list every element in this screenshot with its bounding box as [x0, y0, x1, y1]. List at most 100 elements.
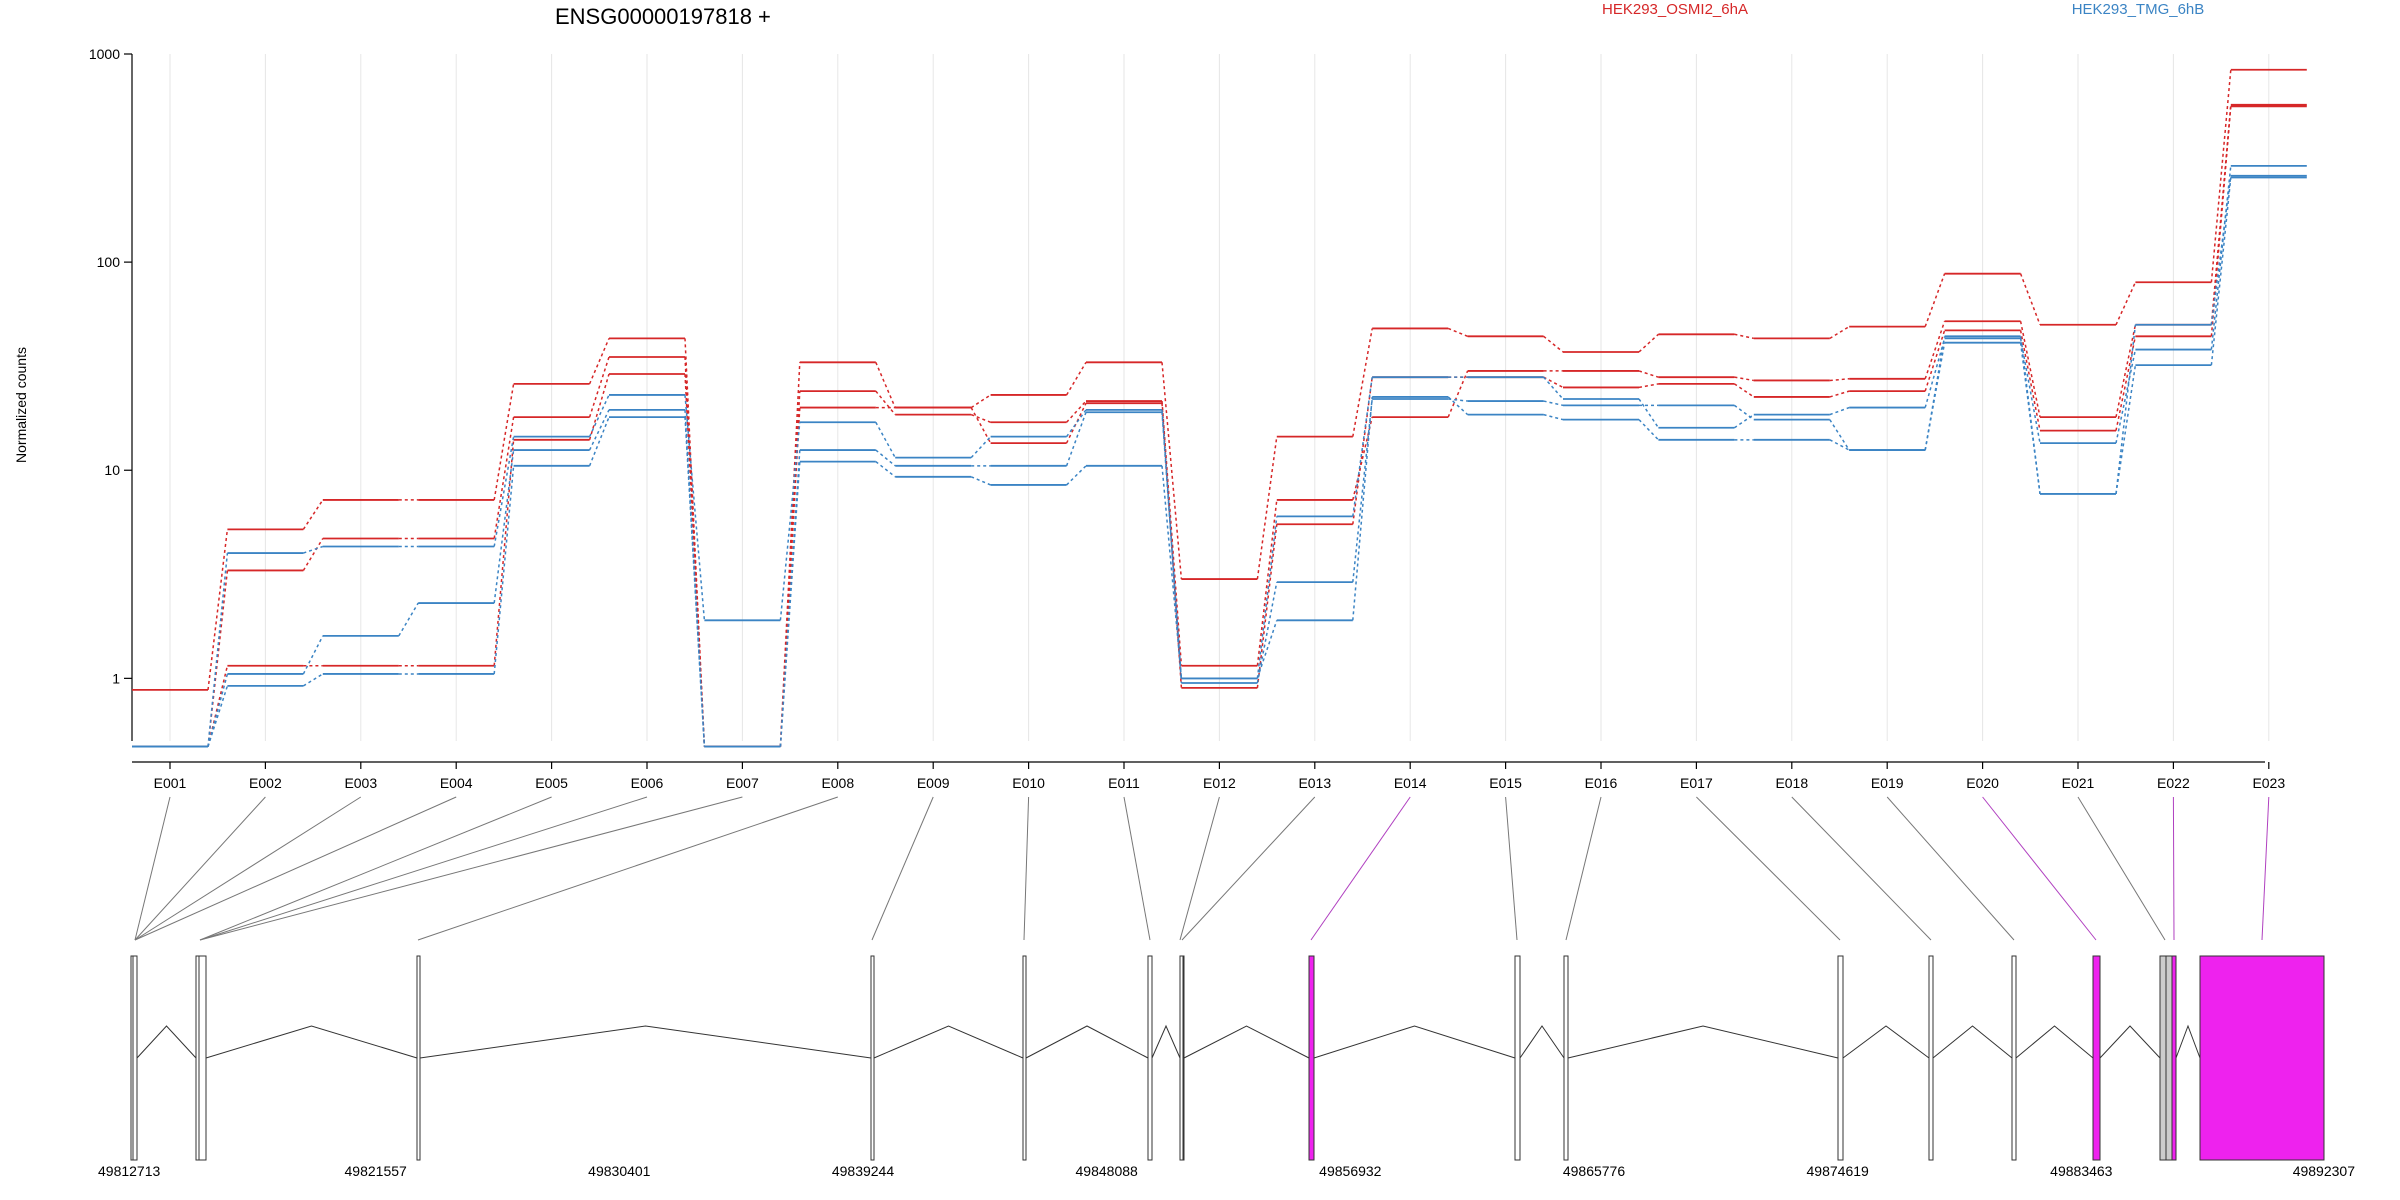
series-connector	[970, 436, 992, 459]
genomic-coordinate-label: 49839244	[832, 1163, 895, 1179]
series-connector	[1448, 398, 1468, 402]
exon-connector	[1886, 796, 2015, 941]
exon-box	[1022, 955, 1027, 1161]
intron-line	[2099, 1025, 2161, 1059]
series-connector	[875, 461, 896, 478]
series-connector	[684, 394, 706, 621]
series-connector	[1256, 581, 1278, 684]
intron-line	[2015, 1025, 2094, 1059]
series-connector	[970, 413, 991, 423]
series-connector	[1065, 402, 1087, 444]
series-connector	[2115, 349, 2137, 444]
series-connector	[1352, 398, 1373, 583]
exon-connector	[134, 796, 362, 941]
series-connector	[1734, 333, 1754, 340]
series-connector	[2115, 281, 2137, 326]
series-connector	[2019, 342, 2041, 494]
genomic-coordinate-label: 49874619	[1807, 1163, 1870, 1179]
x-tick-label: E007	[726, 775, 759, 791]
series-connector	[875, 449, 896, 467]
intron-line	[1519, 1025, 1565, 1059]
series-connector	[1733, 383, 1755, 398]
series-connector	[1256, 499, 1278, 666]
series-connector	[2115, 336, 2137, 431]
series-connector	[1734, 376, 1754, 382]
series-1	[132, 68, 2307, 748]
exon-box	[416, 955, 421, 1161]
series-connector	[1256, 436, 1278, 580]
x-tick-label: E008	[821, 775, 854, 791]
y-axis-label: Normalized counts	[13, 347, 29, 463]
intron-line	[1183, 1025, 1310, 1059]
x-tick-label: E003	[344, 775, 377, 791]
exon-box	[2092, 955, 2101, 1161]
series-connector	[1161, 362, 1183, 580]
exon-connector	[199, 796, 552, 941]
series-connector	[2210, 175, 2232, 325]
grid-layer	[169, 54, 2270, 741]
series-connector	[303, 673, 324, 687]
x-tick-label: E012	[1203, 775, 1236, 791]
genomic-coordinate-label: 49856932	[1319, 1163, 1382, 1179]
series-6	[132, 176, 2307, 748]
series-connector	[1543, 376, 1564, 400]
series-connector	[493, 383, 515, 501]
genomic-coordinate-label: 49821557	[345, 1163, 408, 1179]
x-tick-label: E018	[1775, 775, 1808, 791]
series-connector	[1829, 439, 1850, 451]
series-connector	[684, 417, 706, 747]
x-tick-label: E016	[1585, 775, 1618, 791]
exon-box	[1179, 955, 1185, 1161]
series-connector	[2210, 106, 2232, 337]
x-tick-label: E006	[631, 775, 664, 791]
intron-line	[873, 1025, 1024, 1059]
y-tick-label: 1	[112, 670, 120, 686]
gene-model: 49812713 49821557 49830401 49839244 49848088…	[98, 955, 2355, 1179]
intron-line	[205, 1025, 418, 1059]
series-connector	[1924, 336, 1946, 451]
series-connector	[1829, 406, 1850, 416]
genomic-coordinate-label: 49865776	[1563, 1163, 1626, 1179]
exon-box	[1928, 955, 1934, 1161]
x-tick-label: E020	[1966, 775, 1999, 791]
x-tick-label: E022	[2157, 775, 2190, 791]
exon-connector	[1696, 796, 1841, 941]
x-tick-label: E005	[535, 775, 568, 791]
series-connector	[1924, 273, 1946, 327]
series-connector	[588, 416, 610, 467]
series-connector	[1638, 419, 1659, 441]
genomic-coordinate-label: 49812713	[98, 1163, 161, 1179]
exon-connector	[2261, 796, 2270, 941]
exon-box	[1147, 955, 1153, 1161]
exon-box	[1308, 955, 1315, 1161]
series-connector	[2115, 364, 2137, 494]
exon-box	[2199, 955, 2325, 1161]
exon-box	[2171, 955, 2177, 1161]
x-tick-label: E023	[2252, 775, 2285, 791]
series-connector	[1447, 370, 1469, 418]
series-connector	[1638, 383, 1659, 389]
series-layer	[132, 68, 2307, 748]
series-connector	[1543, 376, 1564, 389]
series-connector	[875, 362, 896, 408]
x-tick-label: E017	[1680, 775, 1713, 791]
x-tick-label: E015	[1489, 775, 1522, 791]
exon-connector	[2077, 796, 2166, 941]
y-tick-label: 1000	[89, 46, 120, 62]
series-connector	[970, 407, 992, 444]
intron-line	[2175, 1024, 2201, 1059]
series-connector	[1829, 325, 1850, 340]
connector-layer	[134, 796, 2270, 941]
series-connector	[1161, 465, 1183, 679]
exon-connector	[199, 796, 648, 941]
intron-line	[1842, 1025, 1930, 1059]
series-connector	[1065, 411, 1087, 467]
series-connector	[1352, 328, 1373, 437]
series-connector	[2210, 177, 2232, 366]
series-connector	[398, 602, 419, 637]
series-connector	[2115, 324, 2137, 418]
exon-connector	[2172, 796, 2175, 941]
series-connector	[875, 421, 896, 458]
exon-connector	[134, 796, 171, 941]
